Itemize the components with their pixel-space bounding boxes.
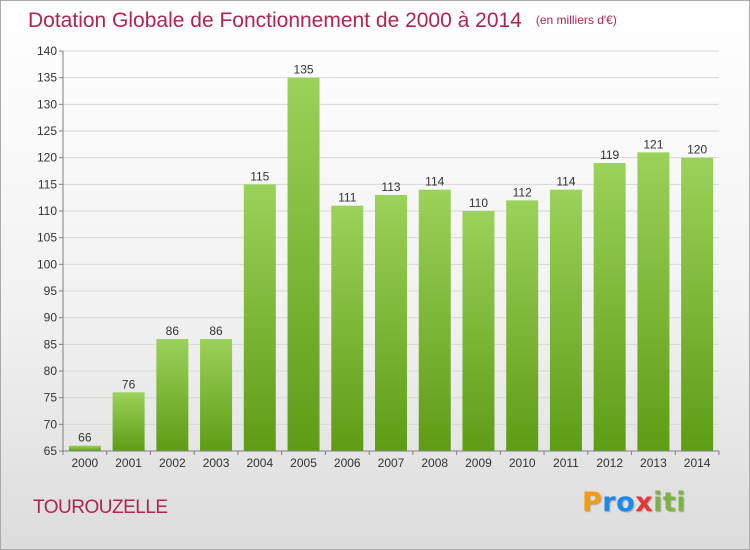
- x-tick-label: 2006: [334, 456, 361, 470]
- x-tick-label: 2001: [115, 456, 142, 470]
- data-label: 76: [122, 377, 136, 391]
- y-tick-label: 90: [44, 311, 58, 325]
- x-tick-label: 2013: [640, 456, 667, 470]
- x-tick-label: 2008: [421, 456, 448, 470]
- title-text: Dotation Globale de Fonctionnement de 20…: [28, 9, 522, 32]
- y-tick-label: 100: [37, 257, 57, 271]
- x-tick-label: 2002: [159, 456, 186, 470]
- logo-letter: i: [676, 487, 687, 518]
- bar: [243, 184, 276, 452]
- data-label: 135: [294, 63, 314, 77]
- chart-title: Dotation Globale de Fonctionnement de 20…: [28, 9, 617, 33]
- bar: [200, 339, 233, 451]
- x-tick-label: 2011: [553, 456, 579, 470]
- data-label: 113: [381, 180, 400, 194]
- x-tick-label: 2009: [465, 456, 492, 470]
- bar: [506, 200, 539, 451]
- logo-letter: r: [602, 487, 617, 518]
- y-tick-label: 140: [37, 44, 57, 58]
- data-label: 111: [338, 191, 357, 205]
- data-label: 66: [78, 431, 92, 445]
- y-tick-label: 105: [37, 231, 57, 245]
- bar: [287, 77, 320, 452]
- bars: 66 76 86 86 115 135 111 113 114 110 112 114 119 121 12…: [68, 63, 714, 452]
- y-tick-label: 95: [44, 284, 58, 298]
- y-tick-label: 70: [44, 417, 58, 431]
- proxiti-logo[interactable]: Proxiti: [582, 487, 686, 518]
- bar: [637, 152, 670, 452]
- x-tick-label: 2007: [378, 456, 405, 470]
- x-tick-label: 2000: [72, 456, 99, 470]
- bar: [156, 339, 189, 451]
- commune-name: TOUROUZELLE: [33, 497, 168, 518]
- bar: [68, 445, 101, 451]
- bar: [112, 392, 145, 451]
- bar: [462, 211, 495, 451]
- data-label: 119: [600, 148, 619, 162]
- bar: [593, 163, 626, 451]
- bar: [549, 189, 582, 451]
- bar: [681, 157, 714, 451]
- data-label: 86: [166, 324, 180, 338]
- y-tick-label: 115: [38, 177, 57, 191]
- logo-letter: t: [662, 487, 677, 518]
- y-tick-label: 80: [44, 364, 58, 378]
- bar: [375, 195, 407, 451]
- y-tick-label: 130: [37, 97, 57, 111]
- title-unit: (en milliers d'€): [535, 13, 617, 27]
- data-label: 114: [425, 175, 444, 189]
- data-label: 120: [687, 143, 707, 157]
- x-tick-label: 2005: [290, 456, 317, 470]
- logo-letter: P: [582, 487, 603, 518]
- axes: 65 70 75 80 85 90 95 100 105 110 115 120 125 130 135 14…: [37, 44, 720, 470]
- y-tick-label: 120: [37, 151, 57, 165]
- data-label: 112: [513, 185, 532, 199]
- bar: [418, 189, 451, 451]
- y-tick-label: 135: [37, 71, 57, 85]
- y-tick-label: 75: [44, 391, 58, 405]
- bar: [331, 205, 364, 451]
- logo-letter: i: [653, 487, 663, 518]
- y-tick-label: 85: [44, 337, 58, 351]
- data-label: 110: [469, 196, 488, 210]
- data-label: 121: [643, 137, 663, 151]
- y-tick-label: 125: [37, 124, 57, 138]
- x-tick-label: 2003: [203, 456, 230, 470]
- x-tick-label: 2014: [684, 456, 711, 470]
- x-tick-label: 2012: [596, 456, 623, 470]
- data-label: 114: [556, 175, 575, 189]
- data-label: 86: [209, 324, 223, 338]
- data-label: 115: [250, 169, 269, 183]
- logo-letter: o: [616, 487, 636, 518]
- x-tick-label: 2004: [246, 456, 273, 470]
- y-tick-label: 65: [44, 444, 58, 458]
- logo-letter: x: [635, 487, 654, 518]
- y-tick-label: 110: [38, 204, 57, 218]
- x-tick-label: 2010: [509, 456, 536, 470]
